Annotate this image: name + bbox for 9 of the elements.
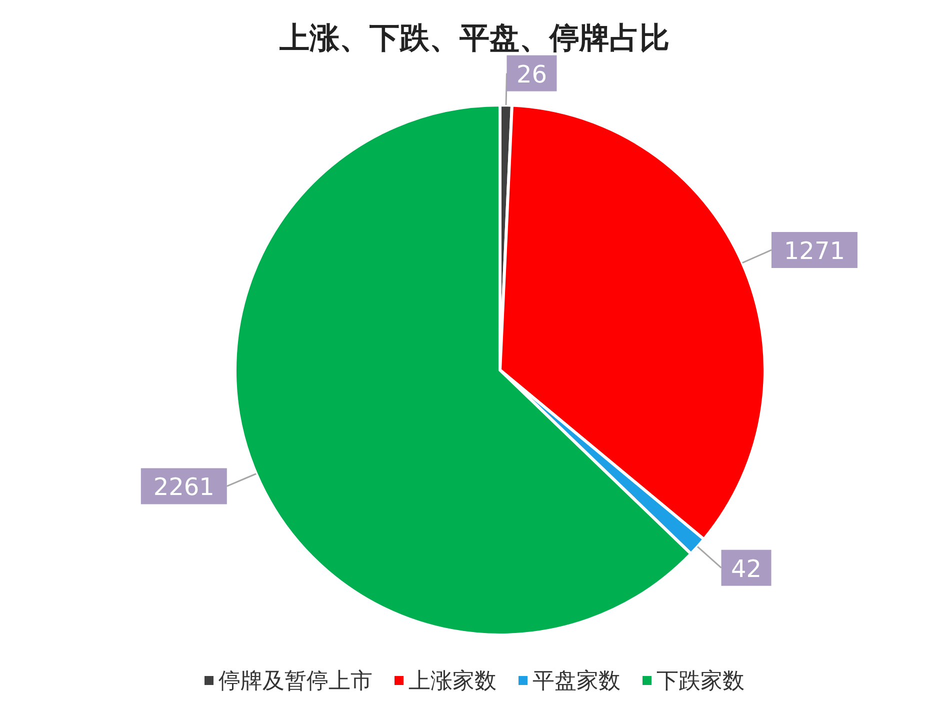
data-label: 26 bbox=[516, 60, 548, 88]
legend-label: 下跌家数 bbox=[656, 669, 744, 694]
legend-label: 停牌及暂停上市 bbox=[218, 669, 372, 694]
data-label: 42 bbox=[730, 554, 762, 583]
data-label: 1271 bbox=[784, 236, 845, 265]
chart-title: 上涨、下跌、平盘、停牌占比 bbox=[278, 21, 670, 56]
legend-label: 上涨家数 bbox=[408, 669, 496, 694]
legend-label: 平盘家数 bbox=[532, 669, 620, 694]
data-label: 2261 bbox=[153, 473, 214, 502]
